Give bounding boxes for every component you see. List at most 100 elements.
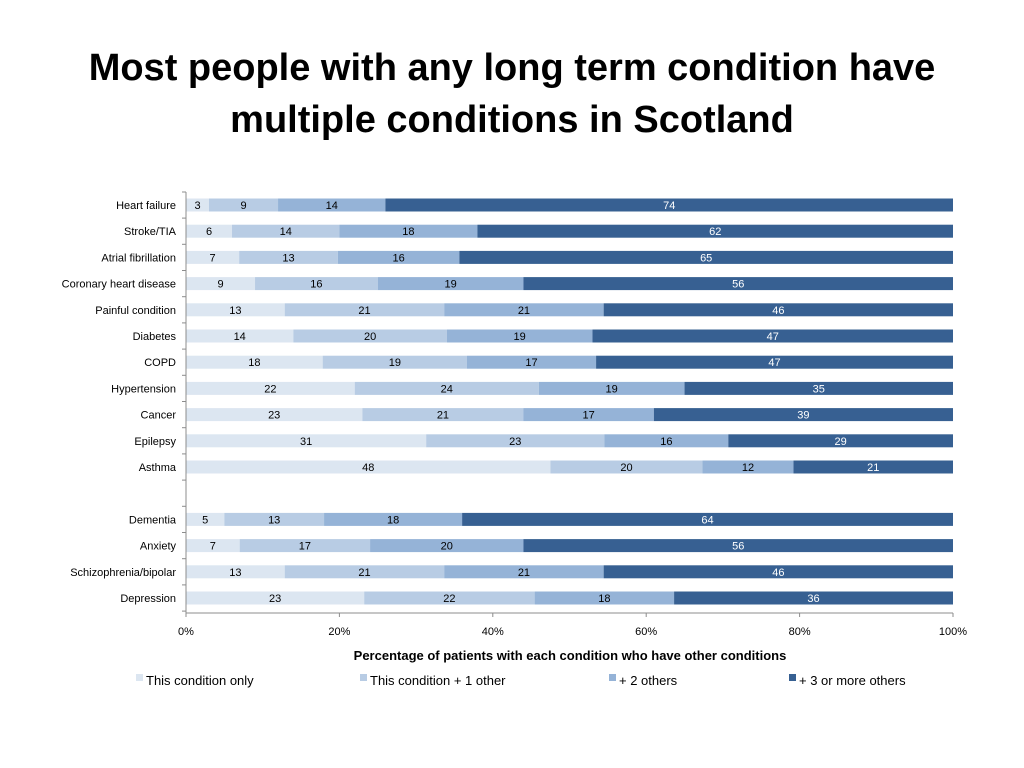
- data-label: 64: [701, 514, 713, 526]
- category-label: Cancer: [141, 410, 177, 422]
- bar-segment: [728, 434, 953, 448]
- bar-segment: [186, 381, 355, 395]
- legend-label: + 3 or more others: [799, 673, 906, 688]
- bar-segment: [444, 565, 604, 579]
- data-label: 16: [660, 436, 672, 448]
- bar-segment: [538, 381, 685, 395]
- bar-segment: [186, 565, 285, 579]
- bar-segment: [444, 303, 604, 317]
- bar-segment: [377, 277, 524, 291]
- bar-segment: [534, 591, 675, 605]
- data-label: 65: [700, 252, 712, 264]
- bar-row: 13 21 21 46: [186, 303, 953, 317]
- bar-segment: [239, 250, 338, 264]
- data-label: 9: [240, 200, 246, 212]
- data-label: 21: [437, 410, 449, 422]
- bar-segment: [370, 539, 524, 553]
- bar-segment: [293, 329, 447, 343]
- bar-segment: [674, 591, 953, 605]
- legend-label: This condition + 1 other: [370, 673, 506, 688]
- bar-segment: [354, 381, 539, 395]
- data-label: 48: [362, 462, 374, 474]
- legend-item: + 3 or more others: [789, 673, 906, 688]
- bar-segment: [186, 224, 233, 238]
- bar-row: 31 23 16 29: [186, 434, 953, 448]
- bar-row: 14 20 19 47: [186, 329, 953, 343]
- category-label: Asthma: [139, 462, 177, 474]
- bar-row: 23 21 17 39: [186, 408, 953, 422]
- category-label: Diabetes: [133, 331, 177, 343]
- category-label: Schizophrenia/bipolar: [70, 567, 176, 579]
- data-label: 47: [768, 357, 780, 369]
- bar-segment: [186, 408, 363, 422]
- data-label: 56: [732, 279, 744, 291]
- legend: This condition only This condition + 1 ot…: [136, 673, 906, 688]
- bar-segment: [426, 434, 605, 448]
- bar-segment: [186, 303, 285, 317]
- bar-segment: [523, 277, 953, 291]
- data-label: 19: [389, 357, 401, 369]
- data-label: 18: [598, 593, 610, 605]
- bar-segment: [604, 434, 729, 448]
- data-label: 19: [514, 331, 526, 343]
- bar-segment: [362, 408, 524, 422]
- bar-segment: [385, 198, 953, 212]
- data-label: 21: [358, 567, 370, 579]
- bar-segment: [603, 303, 953, 317]
- bar-segment: [232, 224, 340, 238]
- legend-swatch: [136, 674, 143, 681]
- bar-segment: [337, 250, 460, 264]
- slide-title-line-2: multiple conditions in Scotland: [230, 99, 794, 141]
- data-label: 35: [813, 383, 825, 395]
- bar-segment: [186, 355, 323, 369]
- data-label: 31: [300, 436, 312, 448]
- bar-row: 48 20 12 21: [186, 460, 953, 474]
- data-label: 17: [583, 410, 595, 422]
- bar-segment: [592, 329, 953, 343]
- legend-item: + 2 others: [609, 673, 678, 688]
- data-label: 18: [248, 357, 260, 369]
- data-label: 13: [229, 305, 241, 317]
- data-label: 46: [772, 567, 784, 579]
- data-label: 18: [402, 226, 414, 238]
- x-axis-title: Percentage of patients with each conditi…: [354, 648, 787, 663]
- data-label: 9: [217, 279, 223, 291]
- bar-segment: [550, 460, 703, 474]
- data-label: 22: [264, 383, 276, 395]
- category-label: Epilepsy: [134, 436, 176, 448]
- data-label: 19: [444, 279, 456, 291]
- data-label: 13: [229, 567, 241, 579]
- data-label: 13: [268, 514, 280, 526]
- value-tick-label: 20%: [328, 626, 350, 638]
- category-label: Stroke/TIA: [124, 226, 177, 238]
- category-label: COPD: [144, 357, 176, 369]
- data-label: 46: [772, 305, 784, 317]
- bar-row: 5 13 18 64: [186, 512, 953, 526]
- bar-segment: [209, 198, 279, 212]
- bar-row: 7 17 20 56: [186, 539, 953, 553]
- data-label: 17: [299, 541, 311, 553]
- category-label: Coronary heart disease: [62, 279, 176, 291]
- data-label: 23: [269, 593, 281, 605]
- data-label: 56: [732, 541, 744, 553]
- bar-segment: [186, 539, 240, 553]
- axis-layer: Heart failure Stroke/TIA Atrial fibrillati…: [62, 191, 967, 638]
- value-tick-label: 60%: [635, 626, 657, 638]
- bar-segment: [186, 434, 427, 448]
- bar-segment: [239, 539, 371, 553]
- data-label: 62: [709, 226, 721, 238]
- bar-segment: [702, 460, 794, 474]
- data-label: 39: [797, 410, 809, 422]
- bar-segment: [653, 408, 953, 422]
- bar-segment: [339, 224, 478, 238]
- bar-row: 7 13 16 65: [186, 250, 953, 264]
- bar-segment: [186, 460, 551, 474]
- data-label: 3: [194, 200, 200, 212]
- bar-segment: [523, 539, 953, 553]
- data-label: 14: [234, 331, 246, 343]
- bar-segment: [284, 565, 445, 579]
- bar-segment: [466, 355, 597, 369]
- value-tick-label: 40%: [482, 626, 504, 638]
- value-tick-label: 0%: [178, 626, 194, 638]
- bar-segment: [186, 329, 294, 343]
